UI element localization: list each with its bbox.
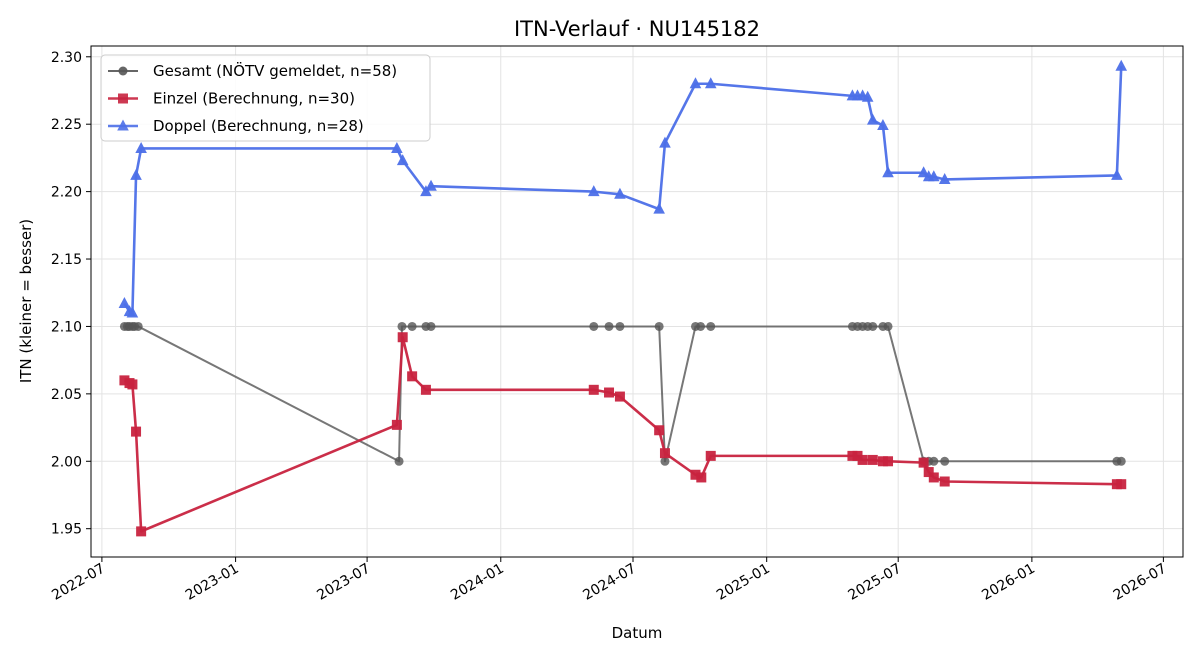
gesamt-point <box>604 321 614 331</box>
gesamt-point <box>426 321 436 331</box>
gesamt-series <box>119 321 1126 466</box>
einzel-point <box>918 457 929 468</box>
doppel-point <box>659 136 671 148</box>
einzel-point <box>654 425 665 436</box>
gesamt-point <box>883 321 893 331</box>
einzel-point <box>852 450 863 461</box>
doppel-point <box>614 187 626 199</box>
einzel-point <box>588 384 599 395</box>
gesamt-point <box>589 321 599 331</box>
y-tick-label: 2.30 <box>51 50 82 66</box>
doppel-point <box>396 154 409 166</box>
y-axis: 1.95 2.00 2.05 2.10 2.15 2.20 2.25 2.30 <box>51 50 91 538</box>
gesamt-point <box>696 321 706 331</box>
einzel-point <box>928 472 939 483</box>
legend-item-doppel[interactable]: Doppel (Berechnung, n=28) <box>108 117 364 135</box>
y-tick-label: 2.25 <box>51 117 82 133</box>
einzel-point <box>1116 479 1127 490</box>
gesamt-point <box>929 456 939 466</box>
doppel-point <box>587 185 600 197</box>
plot-frame <box>90 45 1184 558</box>
doppel-point <box>877 119 889 131</box>
doppel-point <box>938 172 951 184</box>
legend-marker-sample <box>118 66 128 76</box>
x-axis-title: Datum <box>612 624 663 642</box>
doppel-point <box>130 168 142 180</box>
doppel-point <box>861 90 874 102</box>
einzel-point <box>659 448 670 459</box>
einzel-point <box>604 387 615 398</box>
doppel-point <box>689 77 702 89</box>
einzel-point <box>847 450 858 461</box>
doppel-point <box>653 202 665 214</box>
y-axis-title: ITN (kleiner = besser) <box>17 219 35 383</box>
gesamt-point <box>868 321 878 331</box>
einzel-series <box>119 332 1127 537</box>
legend-marker-sample <box>118 93 128 104</box>
einzel-point <box>705 450 716 461</box>
einzel-point <box>391 419 402 430</box>
gesamt-point <box>397 321 407 331</box>
y-tick-label: 2.00 <box>51 454 82 470</box>
doppel-point <box>704 77 717 89</box>
gesamt-point <box>706 321 716 331</box>
doppel-point <box>1115 59 1128 71</box>
einzel-point <box>867 454 878 465</box>
series-layer <box>118 59 1128 537</box>
gesamt-point <box>1116 456 1126 466</box>
einzel-point <box>690 469 701 480</box>
gesamt-point <box>940 456 950 466</box>
gesamt-point <box>660 456 670 466</box>
legend[interactable]: Gesamt (NÖTV gemeldet, n=58) Einzel (Bere… <box>100 54 431 142</box>
doppel-point <box>882 166 894 178</box>
y-tick-label: 2.20 <box>51 185 82 201</box>
gesamt-point <box>654 321 664 331</box>
gesamt-series-line <box>124 325 1122 463</box>
doppel-point <box>135 141 147 153</box>
doppel-point <box>425 179 437 191</box>
einzel-point <box>136 526 147 537</box>
legend-label: Einzel (Berechnung, n=30) <box>153 90 355 108</box>
doppel-point <box>1111 168 1123 180</box>
einzel-point <box>119 375 130 386</box>
legend-label: Gesamt (NÖTV gemeldet, n=58) <box>153 61 397 80</box>
legend-marker-sample <box>117 119 129 131</box>
einzel-point <box>923 467 934 478</box>
legend-item-gesamt[interactable]: Gesamt (NÖTV gemeldet, n=58) <box>108 61 397 80</box>
y-tick-label: 1.95 <box>51 522 82 538</box>
doppel-point <box>866 113 879 125</box>
einzel-point <box>883 456 894 467</box>
einzel-point <box>857 454 868 465</box>
einzel-point <box>696 472 707 483</box>
doppel-point <box>126 306 139 318</box>
einzel-point <box>614 391 625 402</box>
doppel-point <box>118 297 131 309</box>
legend-box <box>100 54 431 142</box>
gesamt-point <box>133 321 143 331</box>
legend-label: Doppel (Berechnung, n=28) <box>153 117 364 135</box>
einzel-point <box>407 371 418 382</box>
doppel-point <box>391 141 403 153</box>
gesamt-point <box>394 456 404 466</box>
einzel-point <box>877 456 888 467</box>
einzel-point <box>420 384 431 395</box>
gesamt-point <box>615 321 625 331</box>
einzel-point <box>397 332 408 343</box>
doppel-series <box>118 59 1128 318</box>
y-tick-label: 2.05 <box>51 387 82 403</box>
gesamt-point <box>407 321 417 331</box>
doppel-point <box>927 170 940 182</box>
einzel-point <box>131 426 142 437</box>
chart-title: ITN-Verlauf · NU145182 <box>514 17 760 41</box>
legend-item-einzel[interactable]: Einzel (Berechnung, n=30) <box>108 90 355 108</box>
y-tick-label: 2.15 <box>51 252 82 268</box>
einzel-point <box>127 379 138 390</box>
y-tick-label: 2.10 <box>51 319 82 335</box>
einzel-point <box>939 476 950 487</box>
